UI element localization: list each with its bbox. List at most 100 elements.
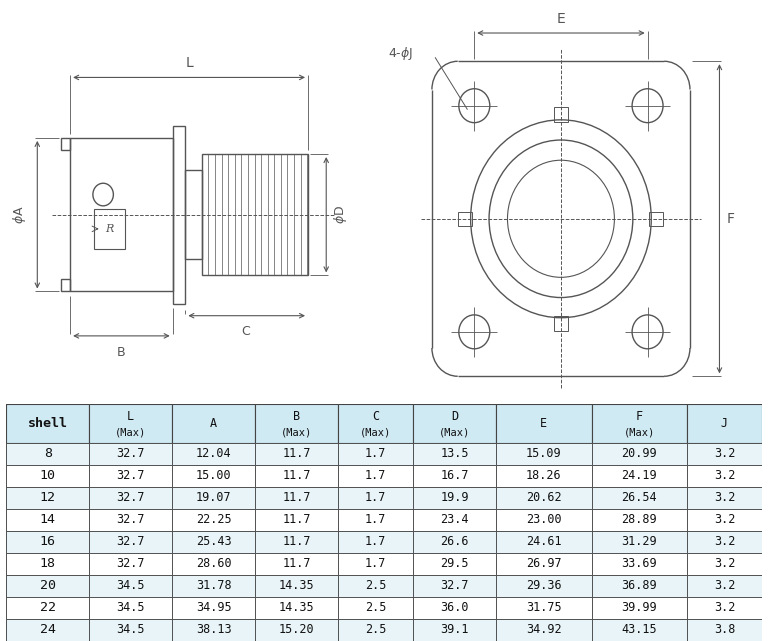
Text: C: C	[372, 410, 379, 423]
Bar	[687, 575, 762, 597]
Text: 29.5: 29.5	[440, 558, 468, 570]
Text: 31.75: 31.75	[526, 601, 561, 615]
Bar	[6, 531, 89, 553]
Text: 36.89: 36.89	[621, 579, 657, 592]
Text: 3.2: 3.2	[713, 447, 735, 460]
Text: 34.95: 34.95	[196, 601, 232, 615]
Bar	[496, 509, 591, 531]
Text: 1.7: 1.7	[365, 513, 386, 526]
Bar	[202, 154, 308, 276]
Bar	[650, 212, 664, 226]
Text: (Max): (Max)	[439, 427, 470, 437]
Bar	[255, 597, 339, 619]
Bar	[687, 597, 762, 619]
Bar	[591, 509, 687, 531]
Text: A: A	[210, 417, 217, 430]
Text: 3.2: 3.2	[713, 513, 735, 526]
Text: 15.09: 15.09	[526, 447, 561, 460]
Bar	[413, 553, 496, 575]
Text: 33.69: 33.69	[621, 558, 657, 570]
Bar	[339, 597, 413, 619]
Bar	[496, 404, 591, 443]
Bar	[687, 531, 762, 553]
Text: 34.5: 34.5	[117, 579, 145, 592]
Bar	[591, 465, 687, 487]
Bar	[255, 553, 339, 575]
Bar	[339, 487, 413, 509]
Bar	[255, 443, 339, 465]
Text: 36.0: 36.0	[440, 601, 468, 615]
Bar	[413, 443, 496, 465]
Bar	[413, 531, 496, 553]
Text: 31.78: 31.78	[196, 579, 232, 592]
Bar	[591, 443, 687, 465]
Text: 18: 18	[40, 558, 55, 570]
Text: L: L	[127, 410, 134, 423]
Text: 2.5: 2.5	[365, 624, 386, 637]
Text: 8: 8	[44, 447, 51, 460]
Bar	[172, 443, 255, 465]
Bar	[6, 575, 89, 597]
Bar	[496, 465, 591, 487]
Bar	[458, 212, 472, 226]
Text: 34.92: 34.92	[526, 624, 561, 637]
Text: 32.7: 32.7	[117, 558, 145, 570]
Bar	[496, 443, 591, 465]
Bar	[413, 509, 496, 531]
Bar	[591, 597, 687, 619]
Bar	[61, 279, 70, 292]
Text: 1.7: 1.7	[365, 492, 386, 504]
Text: 32.7: 32.7	[117, 535, 145, 549]
Bar	[61, 138, 70, 150]
Text: 28.89: 28.89	[621, 513, 657, 526]
Text: 18.26: 18.26	[526, 469, 561, 483]
Bar	[591, 487, 687, 509]
Text: 11.7: 11.7	[283, 535, 311, 549]
Text: 19.9: 19.9	[440, 492, 468, 504]
Text: $\phi$D: $\phi$D	[332, 205, 349, 224]
Text: 12.04: 12.04	[196, 447, 232, 460]
Text: 2.5: 2.5	[365, 601, 386, 615]
Bar	[89, 553, 172, 575]
Bar	[6, 443, 89, 465]
Bar	[89, 531, 172, 553]
Text: $\phi$A: $\phi$A	[12, 205, 28, 224]
Bar	[94, 209, 125, 249]
Text: 1.7: 1.7	[365, 447, 386, 460]
Bar	[339, 619, 413, 641]
Bar	[413, 404, 496, 443]
Text: 23.00: 23.00	[526, 513, 561, 526]
Bar	[687, 553, 762, 575]
Text: D: D	[451, 410, 458, 423]
Bar	[339, 575, 413, 597]
Bar	[173, 126, 185, 304]
Text: 11.7: 11.7	[283, 513, 311, 526]
Text: (Max): (Max)	[360, 427, 392, 437]
Text: 38.13: 38.13	[196, 624, 232, 637]
Text: 12: 12	[40, 492, 55, 504]
Bar	[172, 619, 255, 641]
Text: 24.19: 24.19	[621, 469, 657, 483]
Bar	[496, 597, 591, 619]
Bar	[6, 553, 89, 575]
Text: 26.97: 26.97	[526, 558, 561, 570]
Bar	[172, 575, 255, 597]
Bar	[255, 404, 339, 443]
Bar	[496, 619, 591, 641]
Bar	[413, 619, 496, 641]
Bar	[496, 487, 591, 509]
Bar	[6, 619, 89, 641]
Text: 3.2: 3.2	[713, 579, 735, 592]
Text: B: B	[117, 345, 126, 358]
Text: (Max): (Max)	[281, 427, 313, 437]
Bar	[89, 465, 172, 487]
Text: 20.99: 20.99	[621, 447, 657, 460]
Bar	[591, 531, 687, 553]
Bar	[172, 404, 255, 443]
Bar	[6, 509, 89, 531]
Text: 39.1: 39.1	[440, 624, 468, 637]
Text: 1.7: 1.7	[365, 558, 386, 570]
Text: 25.43: 25.43	[196, 535, 232, 549]
Text: 20.62: 20.62	[526, 492, 561, 504]
Bar	[172, 553, 255, 575]
